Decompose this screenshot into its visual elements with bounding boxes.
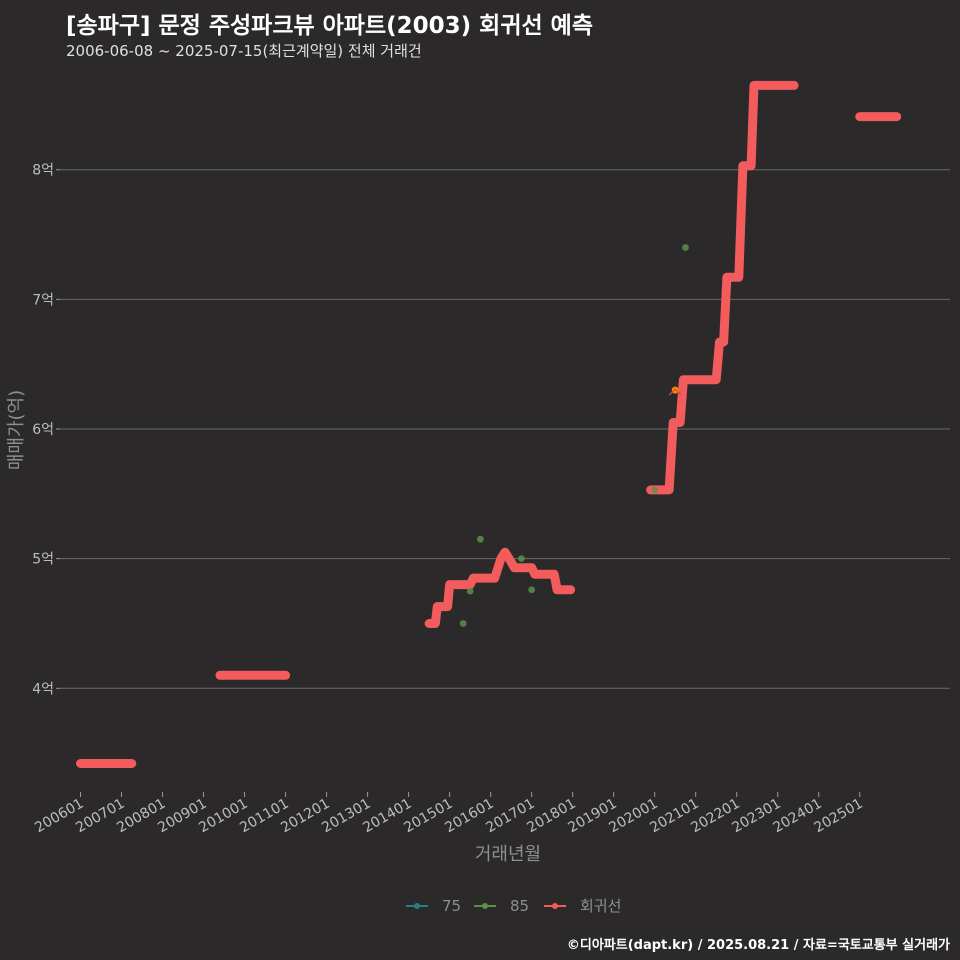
legend: 75 85 회귀선 xyxy=(406,897,621,915)
data-point-85 xyxy=(528,586,536,594)
x-axis-ticks: 2006012007012008012009012010012011012012… xyxy=(32,792,866,836)
legend-swatch-dot xyxy=(414,903,420,909)
y-tick-label: 4억 xyxy=(32,681,54,697)
data-point-85 xyxy=(651,486,659,494)
y-tick-label: 7억 xyxy=(32,292,54,308)
legend-swatch-dot xyxy=(552,903,558,909)
y-axis-title: 매매가(억) xyxy=(6,390,27,470)
data-point-85 xyxy=(476,535,484,543)
legend-label: 75 xyxy=(442,897,461,915)
chart-subtitle: 2006-06-08 ~ 2025-07-15(최근계약일) 전체 거래건 xyxy=(66,42,422,60)
gridlines xyxy=(60,169,950,689)
data-point-85 xyxy=(682,244,689,251)
source-caption: ©디아파트(dapt.kr) / 2025.08.21 / 자료=국토교통부 실… xyxy=(566,938,950,953)
y-tick-label: 6억 xyxy=(32,422,54,438)
chart-title: [송파구] 문정 주성파크뷰 아파트(2003) 회귀선 예측 xyxy=(66,13,593,39)
latest-point-marker xyxy=(668,388,682,396)
data-point-85 xyxy=(459,620,467,627)
x-axis-title: 거래년월 xyxy=(475,844,541,865)
y-axis-ticks: 4억 5억 6억 7억 8억 xyxy=(32,163,60,697)
regression-lines xyxy=(76,80,902,768)
regression-segment xyxy=(424,547,576,628)
data-point-85 xyxy=(518,555,525,563)
regression-segment xyxy=(646,80,799,495)
legend-label: 85 xyxy=(510,897,529,915)
data-point-85 xyxy=(466,587,474,595)
y-tick-label: 5억 xyxy=(32,552,54,568)
latest-point xyxy=(671,386,679,394)
legend-swatch-dot xyxy=(482,903,488,909)
legend-label: 회귀선 xyxy=(580,897,621,915)
y-tick-label: 8억 xyxy=(32,163,54,179)
scatter-points xyxy=(459,244,689,627)
